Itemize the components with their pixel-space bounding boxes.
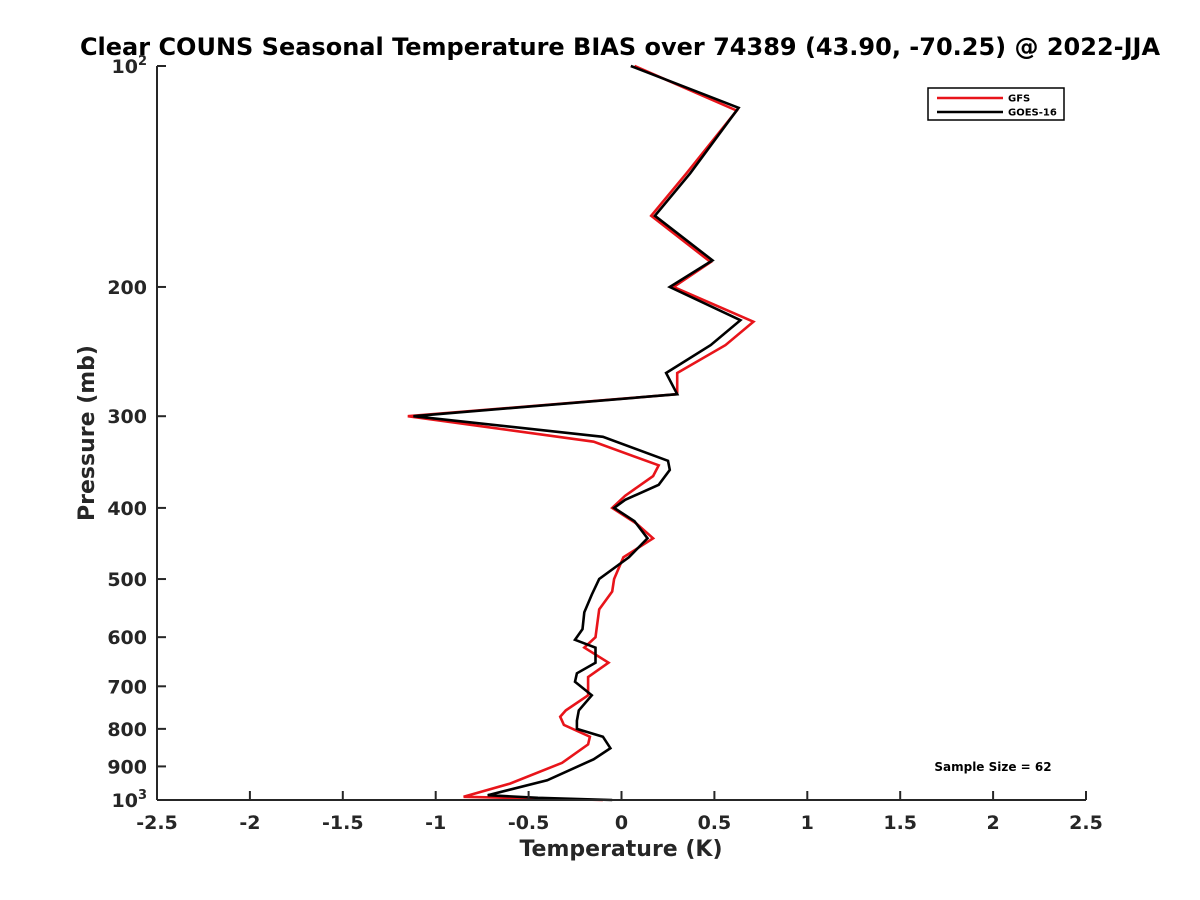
y-tick-label: 500 [107, 569, 147, 591]
x-tick-label: 2 [986, 812, 999, 834]
x-tick-label: -0.5 [508, 812, 550, 834]
y-tick-label: 900 [107, 756, 147, 778]
series-line-1 [413, 64, 743, 802]
x-tick-label: 0 [615, 812, 628, 834]
y-tick-label: 400 [107, 498, 147, 520]
plot-area [157, 66, 1086, 800]
y-tick-label: 200 [107, 277, 147, 299]
chart-title: Clear COUNS Seasonal Temperature BIAS ov… [80, 33, 1161, 61]
x-tick-label: 1.5 [883, 812, 917, 834]
legend-label-1: GOES-16 [1008, 108, 1057, 119]
x-tick-label: -2 [239, 812, 260, 834]
x-tick-label: -1.5 [322, 812, 364, 834]
series-line-0 [407, 64, 756, 802]
axes-layer: -2.5 -2 -1.5 -1 -0.5 0 0.5 1 1.5 2 2.5 102 200 300 400… [107, 54, 1103, 834]
y-tick-label: 103 [112, 788, 148, 812]
y-axis-label: Pressure (mb) [75, 345, 100, 521]
y-tick-label: 800 [107, 719, 147, 741]
series-layer [407, 64, 756, 802]
x-axis-label: Temperature (K) [519, 837, 722, 862]
x-tick-label: 1 [801, 812, 814, 834]
x-tick-label: -2.5 [136, 812, 178, 834]
sample-size-annotation: Sample Size = 62 [934, 760, 1051, 774]
y-tick-label: 600 [107, 627, 147, 649]
y-tick-label: 300 [107, 406, 147, 428]
x-tick-label: 0.5 [698, 812, 732, 834]
legend-label-0: GFS [1008, 94, 1030, 105]
y-tick-label: 700 [107, 676, 147, 698]
x-tick-label: 2.5 [1069, 812, 1103, 834]
legend-box [927, 87, 1065, 121]
x-tick-label: -1 [425, 812, 446, 834]
y-tick-label: 102 [112, 54, 148, 78]
legend: GFS GOES-16 [927, 87, 1065, 121]
